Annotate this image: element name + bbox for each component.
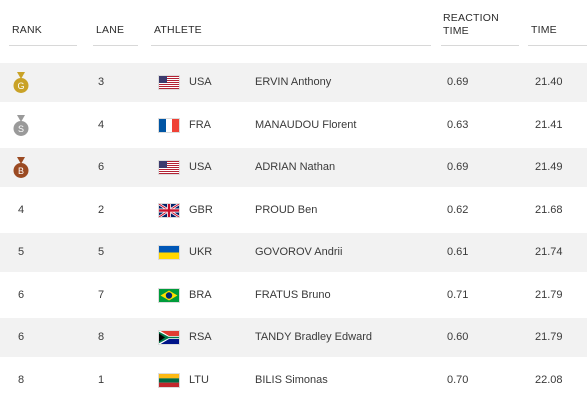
table-row[interactable]: 8 1 LTU BILIS Simonas 0.70 22.08 [0, 361, 587, 400]
fra-flag-icon [158, 117, 180, 133]
bra-flag-icon [158, 287, 180, 303]
reaction-time-cell: 0.63 [447, 118, 469, 131]
header-reaction-line1: REACTION [443, 12, 499, 24]
athlete-name-link[interactable]: ERVIN Anthony [255, 76, 332, 88]
time-cell: 21.68 [535, 203, 563, 216]
header-divider [528, 45, 587, 46]
athlete-name-link[interactable]: PROUD Ben [255, 203, 318, 216]
table-row[interactable]: S 4 FRA MANAUDOU Florent 0.63 21.41 [0, 106, 587, 145]
gbr-flag-icon [158, 202, 180, 218]
header-reaction-time[interactable]: REACTION TIME [443, 12, 499, 38]
rank-cell: 8 [18, 373, 25, 386]
ltu-flag-icon [158, 372, 180, 388]
country-code: UKR [189, 246, 213, 258]
athlete-name-link[interactable]: GOVOROV Andrii [255, 246, 343, 258]
reaction-time-cell: 0.69 [447, 161, 469, 173]
header-athlete[interactable]: ATHLETE [154, 24, 202, 36]
reaction-time-cell: 0.70 [447, 373, 469, 386]
country-code: GBR [189, 203, 213, 216]
country-code: LTU [189, 373, 209, 386]
header-reaction-line2: TIME [443, 25, 469, 37]
country-code: USA [189, 76, 212, 88]
country-code: USA [189, 161, 212, 173]
svg-text:G: G [17, 81, 24, 91]
lane-cell: 7 [98, 288, 105, 301]
ukr-flag-icon [158, 245, 180, 260]
athlete-name-link[interactable]: BILIS Simonas [255, 373, 328, 386]
athlete-name-link[interactable]: ADRIAN Nathan [255, 161, 336, 173]
athlete-name-link[interactable]: FRATUS Bruno [255, 288, 331, 301]
table-row[interactable]: 6 7 BRA FRATUS Bruno 0.71 21.79 [0, 276, 587, 315]
table-row[interactable]: 6 8 RSA TANDY Bradley Edward 0.60 21.79 [0, 318, 587, 357]
silver-medal-icon: S [12, 114, 30, 137]
athlete-name-link[interactable]: TANDY Bradley Edward [255, 331, 372, 343]
lane-cell: 5 [98, 246, 105, 258]
country-code: FRA [189, 118, 211, 131]
table-row[interactable]: 4 2 GBR PROUD Ben 0.62 21.68 [0, 191, 587, 230]
usa-flag-icon [158, 160, 180, 175]
table-row[interactable]: B 6 USA ADRIAN Nathan 0.69 21.49 [0, 148, 587, 187]
header-divider [9, 45, 77, 46]
usa-flag-icon [158, 75, 180, 90]
rank-cell: 6 [18, 331, 25, 343]
time-cell: 21.74 [535, 246, 563, 258]
gold-medal-icon: G [12, 72, 30, 94]
header-lane[interactable]: LANE [96, 24, 125, 36]
lane-cell: 4 [98, 118, 105, 131]
time-cell: 21.40 [535, 76, 563, 88]
lane-cell: 8 [98, 331, 105, 343]
lane-cell: 2 [98, 203, 105, 216]
time-cell: 21.49 [535, 161, 563, 173]
reaction-time-cell: 0.62 [447, 203, 469, 216]
reaction-time-cell: 0.60 [447, 331, 469, 343]
reaction-time-cell: 0.61 [447, 246, 469, 258]
table-row[interactable]: 5 5 UKR GOVOROV Andrii 0.61 21.74 [0, 233, 587, 272]
lane-cell: 3 [98, 76, 105, 88]
bronze-medal-icon: B [12, 157, 30, 179]
svg-text:B: B [18, 166, 24, 176]
svg-text:S: S [18, 124, 24, 134]
country-code: BRA [189, 288, 212, 301]
rsa-flag-icon [158, 330, 180, 345]
header-time[interactable]: TIME [531, 24, 557, 36]
rank-cell: 6 [18, 288, 25, 301]
time-cell: 21.79 [535, 331, 563, 343]
header-divider [93, 45, 138, 46]
time-cell: 21.79 [535, 288, 563, 301]
time-cell: 22.08 [535, 373, 563, 386]
header-divider [151, 45, 431, 46]
lane-cell: 6 [98, 161, 105, 173]
lane-cell: 1 [98, 373, 105, 386]
table-row[interactable]: G 3 USA ERVIN Anthony 0.69 21.40 [0, 63, 587, 102]
reaction-time-cell: 0.71 [447, 288, 469, 301]
header-divider [441, 45, 519, 46]
country-code: RSA [189, 331, 212, 343]
rank-cell: 5 [18, 246, 25, 258]
athlete-name-link[interactable]: MANAUDOU Florent [255, 118, 357, 131]
table-header: RANK LANE ATHLETE REACTION TIME TIME [0, 0, 587, 59]
reaction-time-cell: 0.69 [447, 76, 469, 88]
rank-cell: 4 [18, 203, 25, 216]
time-cell: 21.41 [535, 118, 563, 131]
header-rank[interactable]: RANK [12, 24, 42, 36]
